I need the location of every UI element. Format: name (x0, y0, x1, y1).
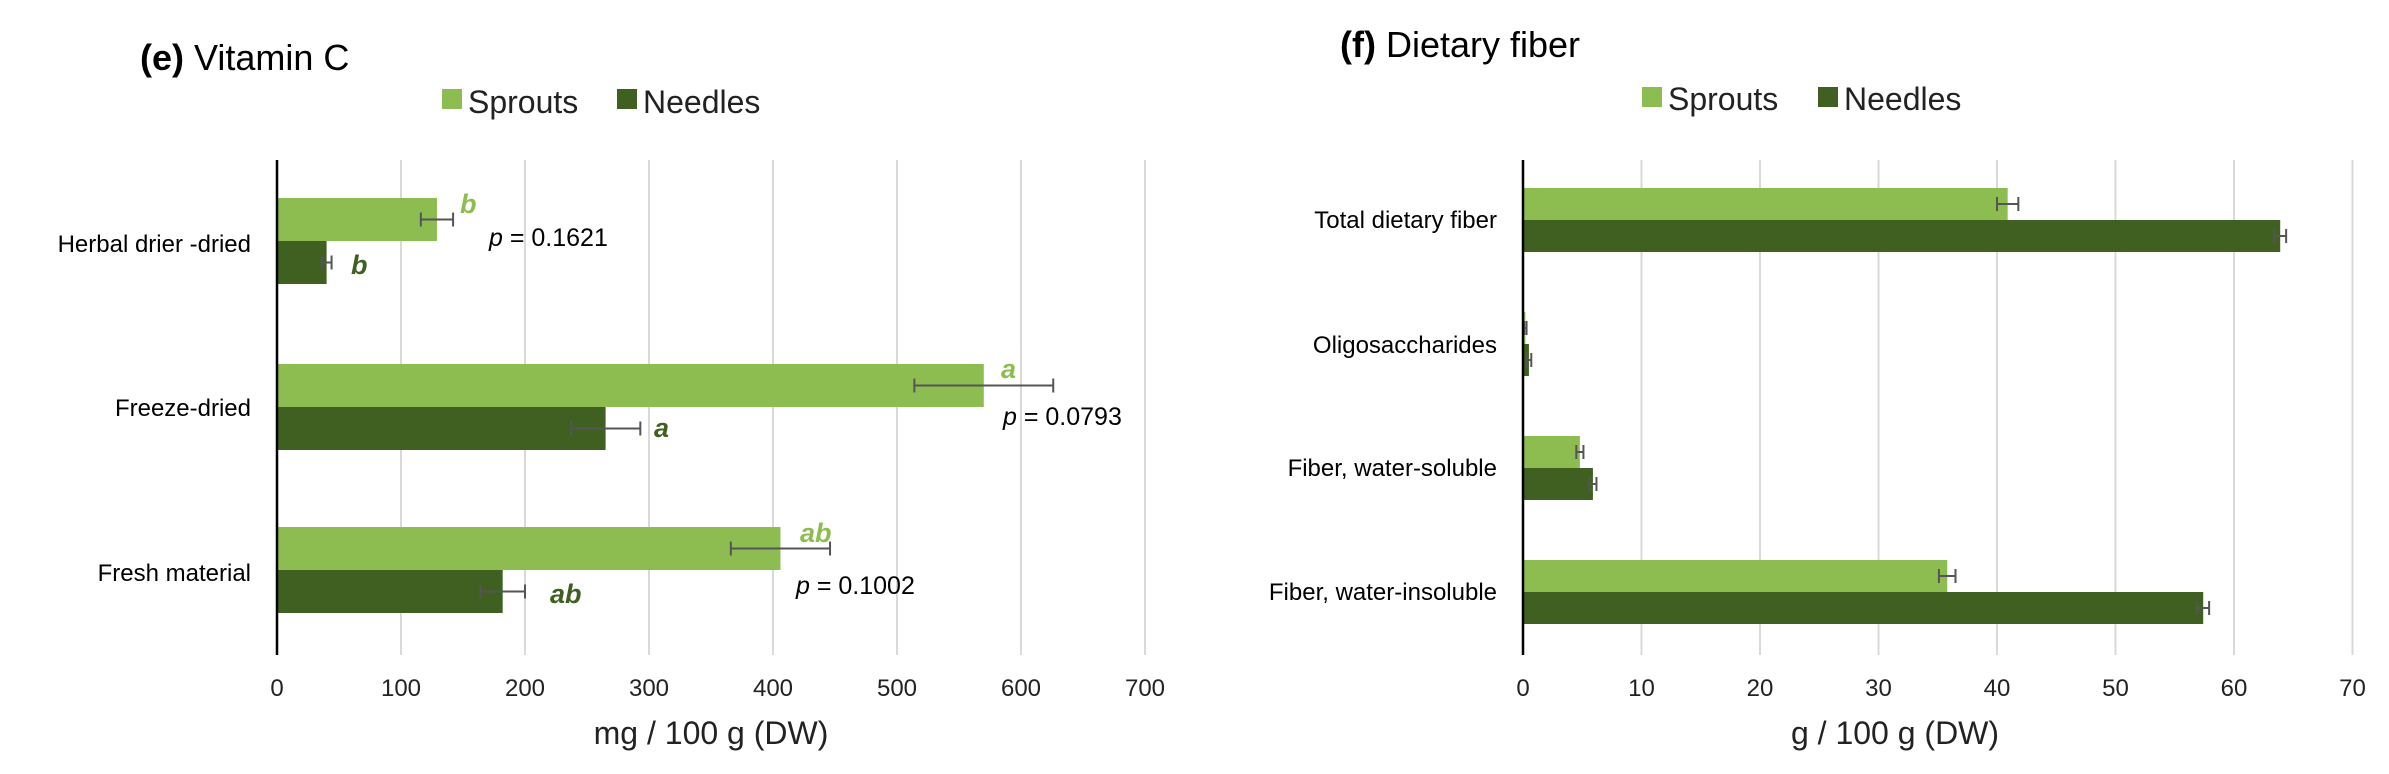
category-label: Fiber, water-insoluble (1269, 579, 1497, 606)
x-tick-label: 600 (1001, 675, 1041, 702)
legend-swatch-sprouts (1642, 87, 1662, 107)
category-label: Herbal drier -dried (58, 231, 251, 258)
category-labels: Total dietary fiber Oligosaccharides Fib… (1269, 207, 1497, 606)
bar-sprouts (1523, 436, 1580, 468)
x-tick-label: 50 (2102, 675, 2129, 702)
x-tick-labels: 0 100 200 300 400 500 600 700 (270, 675, 1165, 702)
legend-label-sprouts: Sprouts (468, 84, 578, 120)
x-tick-label: 700 (1125, 675, 1165, 702)
p-value-annotation: p = 0.0793 (1002, 403, 1122, 431)
p-value-annotation: p = 0.1002 (795, 572, 915, 600)
bar-needles (277, 570, 503, 613)
x-tick-label: 400 (753, 675, 793, 702)
bar-sprouts (277, 527, 781, 570)
error-bars (1523, 197, 2288, 615)
x-tick-label: 60 (2221, 675, 2248, 702)
bar-needles (277, 407, 606, 450)
category-label: Oligosaccharides (1313, 332, 1497, 359)
x-tick-label: 200 (505, 675, 545, 702)
legend: Sprouts Needles (442, 84, 760, 120)
bars (277, 198, 984, 613)
bar-needles (1523, 592, 2204, 624)
category-label: Freeze-dried (115, 395, 251, 422)
category-label: Fresh material (98, 560, 251, 587)
bar-needles (1523, 220, 2281, 252)
gridlines (400, 160, 1146, 655)
sig-letter: b (351, 250, 368, 280)
x-tick-label: 40 (1984, 675, 2011, 702)
bar-needles (277, 241, 327, 284)
legend-label-needles: Needles (1844, 81, 1961, 117)
category-label: Total dietary fiber (1314, 207, 1497, 234)
legend-swatch-sprouts (442, 89, 462, 109)
bar-sprouts (1523, 188, 2008, 220)
bar-sprouts (277, 198, 437, 241)
chart-dietary-fiber: (f) Dietary fiber Sprouts Needles Total … (1269, 24, 2366, 751)
category-label: Fiber, water-soluble (1288, 455, 1497, 482)
x-tick-label: 100 (381, 675, 421, 702)
p-value-annotation: p = 0.1621 (488, 224, 608, 252)
significance-letters: b b a a ab ab (351, 189, 1016, 609)
sig-letter: b (460, 189, 477, 219)
category-labels: Herbal drier -dried Freeze-dried Fresh m… (58, 231, 251, 587)
sig-letter: a (654, 413, 669, 443)
chart-title: (f) Dietary fiber (1340, 24, 1580, 65)
x-tick-label: 30 (1865, 675, 1892, 702)
chart-title: (e) Vitamin C (140, 37, 349, 78)
x-axis-title: g / 100 g (DW) (1791, 715, 1999, 751)
bar-sprouts (1523, 560, 1948, 592)
sig-letter: ab (550, 579, 582, 609)
p-values: p = 0.1621 p = 0.0793 p = 0.1002 (488, 224, 1122, 600)
x-tick-label: 10 (1628, 675, 1655, 702)
sig-letter: ab (800, 518, 832, 548)
x-tick-label: 300 (629, 675, 669, 702)
x-tick-label: 500 (877, 675, 917, 702)
x-tick-label: 0 (1516, 675, 1529, 702)
chart-vitamin-c: (e) Vitamin C Sprouts Needles Herbal dri… (58, 37, 1165, 751)
bars (1523, 188, 2281, 624)
legend-label-needles: Needles (643, 84, 760, 120)
x-tick-label: 0 (270, 675, 283, 702)
legend: Sprouts Needles (1642, 81, 1961, 117)
bar-needles (1523, 468, 1593, 500)
x-tick-label: 20 (1747, 675, 1774, 702)
legend-swatch-needles (1818, 87, 1838, 107)
x-tick-labels: 0 10 20 30 40 50 60 70 (1516, 675, 2366, 702)
sig-letter: a (1001, 354, 1016, 384)
bar-sprouts (277, 364, 984, 407)
x-tick-label: 70 (2339, 675, 2366, 702)
error-bars (320, 212, 1055, 599)
legend-swatch-needles (617, 89, 637, 109)
x-axis-title: mg / 100 g (DW) (594, 715, 829, 751)
legend-label-sprouts: Sprouts (1668, 81, 1778, 117)
